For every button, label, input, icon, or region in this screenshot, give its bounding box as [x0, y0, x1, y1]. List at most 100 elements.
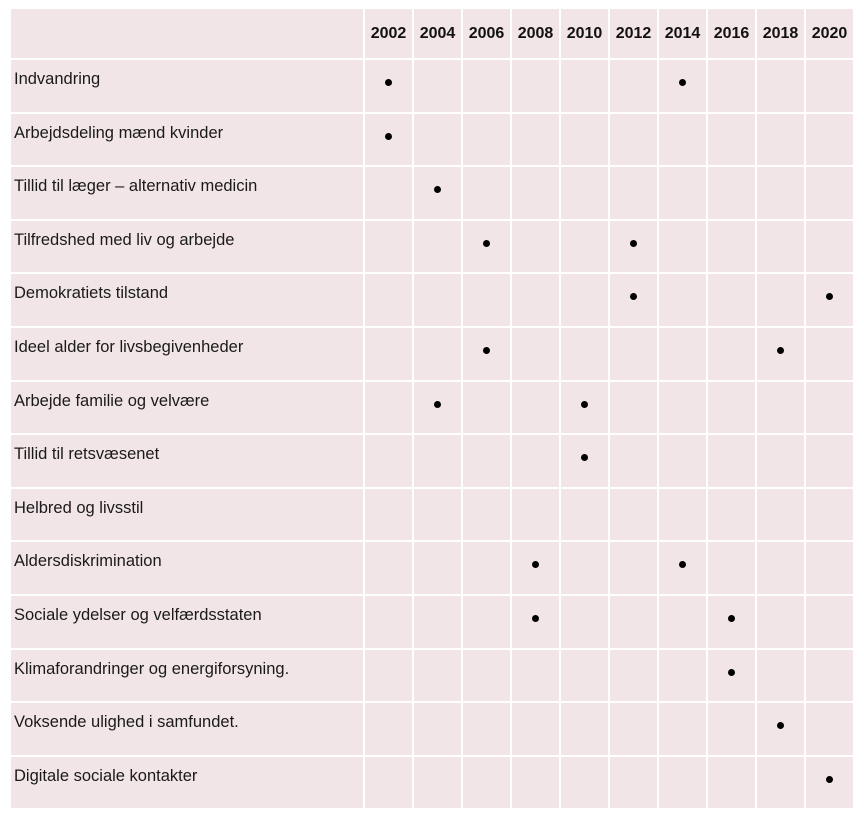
year-cell [512, 327, 559, 380]
year-cell [757, 649, 804, 702]
survey-mark-dot [728, 668, 735, 676]
year-cell [806, 435, 853, 487]
topic-label: Arbejde familie og velvære [11, 381, 363, 434]
year-cell [610, 649, 657, 702]
table-row: Tillid til læger – alternativ medicin [11, 167, 853, 219]
table-body: Indvandring Arbejdsdeling mænd kvinder Til… [11, 60, 853, 809]
year-cell [708, 60, 755, 112]
survey-mark-dot [483, 346, 490, 354]
table-row: Sociale ydelser og velfærdsstaten [11, 595, 853, 648]
topic-label: Digitale sociale kontakter [11, 756, 363, 809]
year-cell [463, 167, 510, 219]
year-cell [463, 435, 510, 487]
survey-mark-dot [532, 561, 539, 569]
year-cell [463, 756, 510, 809]
year-cell [806, 220, 853, 273]
year-cell [561, 274, 608, 326]
year-cell [659, 113, 706, 166]
year-cell [561, 435, 608, 487]
year-cell [463, 703, 510, 755]
year-cell [561, 381, 608, 434]
year-cell [708, 381, 755, 434]
year-cell [708, 756, 755, 809]
year-cell [708, 542, 755, 594]
year-cell [659, 381, 706, 434]
topic-label: Klimaforandringer og energiforsyning. [11, 649, 363, 702]
year-cell [757, 435, 804, 487]
year-cell [610, 113, 657, 166]
survey-mark-dot [581, 454, 588, 462]
year-cell [561, 167, 608, 219]
year-cell [757, 381, 804, 434]
topic-label: Tilfredshed med liv og arbejde [11, 220, 363, 273]
year-cell [414, 327, 461, 380]
topic-label: Aldersdiskrimination [11, 542, 363, 594]
year-cell [365, 60, 412, 112]
year-cell [463, 327, 510, 380]
year-cell [659, 703, 706, 755]
year-cell [659, 756, 706, 809]
year-cell [463, 60, 510, 112]
year-cell [708, 595, 755, 648]
year-header: 2010 [561, 9, 608, 58]
year-cell [463, 488, 510, 541]
survey-mark-dot [434, 400, 441, 408]
year-cell [659, 327, 706, 380]
year-cell [365, 703, 412, 755]
table-row: Demokratiets tilstand [11, 274, 853, 326]
year-cell [708, 649, 755, 702]
year-header: 2006 [463, 9, 510, 58]
year-cell [757, 542, 804, 594]
year-cell [512, 167, 559, 219]
year-cell [610, 60, 657, 112]
year-cell [561, 756, 608, 809]
year-header: 2014 [659, 9, 706, 58]
year-cell [708, 167, 755, 219]
year-cell [512, 542, 559, 594]
year-cell [757, 113, 804, 166]
year-cell [659, 220, 706, 273]
topic-label: Voksende ulighed i samfundet. [11, 703, 363, 755]
year-cell [414, 756, 461, 809]
year-cell [610, 220, 657, 273]
header-row: 2002 2004 2006 2008 2010 2012 2014 2016 2018 2020 [11, 9, 853, 58]
year-cell [757, 488, 804, 541]
year-cell [708, 274, 755, 326]
year-header: 2018 [757, 9, 804, 58]
year-cell [365, 542, 412, 594]
topic-label: Demokratiets tilstand [11, 274, 363, 326]
year-cell [365, 756, 412, 809]
year-cell [757, 60, 804, 112]
year-cell [610, 327, 657, 380]
year-cell [757, 756, 804, 809]
year-cell [414, 274, 461, 326]
table-row: Aldersdiskrimination [11, 542, 853, 594]
survey-topic-table: 2002 2004 2006 2008 2010 2012 2014 2016 2018 2020… [9, 7, 855, 810]
year-cell [757, 167, 804, 219]
table-row: Arbejde familie og velvære [11, 381, 853, 434]
year-cell [414, 649, 461, 702]
topic-label: Tillid til læger – alternativ medicin [11, 167, 363, 219]
year-cell [414, 167, 461, 219]
year-cell [708, 327, 755, 380]
year-cell [806, 113, 853, 166]
survey-mark-dot [826, 293, 833, 301]
year-cell [561, 113, 608, 166]
year-cell [757, 274, 804, 326]
topic-label: Ideel alder for livsbegivenheder [11, 327, 363, 380]
year-cell [806, 542, 853, 594]
table-row: Arbejdsdeling mænd kvinder [11, 113, 853, 166]
table-row: Tillid til retsvæsenet [11, 435, 853, 487]
year-header: 2004 [414, 9, 461, 58]
year-cell [708, 703, 755, 755]
year-cell [806, 60, 853, 112]
year-cell [806, 756, 853, 809]
year-cell [806, 649, 853, 702]
year-cell [806, 381, 853, 434]
year-cell [610, 381, 657, 434]
year-cell [659, 60, 706, 112]
table-row: Indvandring [11, 60, 853, 112]
year-cell [708, 488, 755, 541]
year-cell [561, 595, 608, 648]
year-cell [512, 703, 559, 755]
